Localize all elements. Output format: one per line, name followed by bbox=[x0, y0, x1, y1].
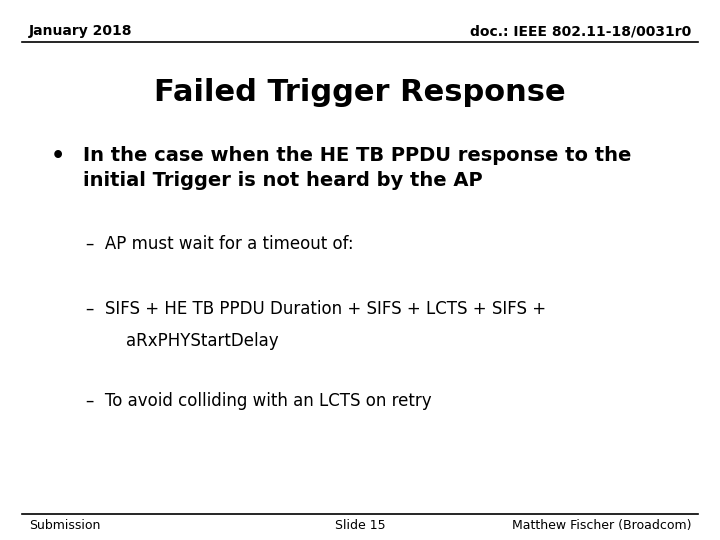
Text: Failed Trigger Response: Failed Trigger Response bbox=[154, 78, 566, 107]
Text: aRxPHYStartDelay: aRxPHYStartDelay bbox=[126, 332, 279, 350]
Text: In the case when the HE TB PPDU response to the
initial Trigger is not heard by : In the case when the HE TB PPDU response… bbox=[83, 146, 631, 190]
Text: Slide 15: Slide 15 bbox=[335, 519, 385, 532]
Text: Matthew Fischer (Broadcom): Matthew Fischer (Broadcom) bbox=[512, 519, 691, 532]
Text: January 2018: January 2018 bbox=[29, 24, 132, 38]
Text: •: • bbox=[50, 146, 65, 166]
Text: Submission: Submission bbox=[29, 519, 100, 532]
Text: –  AP must wait for a timeout of:: – AP must wait for a timeout of: bbox=[86, 235, 354, 253]
Text: –  To avoid colliding with an LCTS on retry: – To avoid colliding with an LCTS on ret… bbox=[86, 392, 432, 409]
Text: doc.: IEEE 802.11-18/0031r0: doc.: IEEE 802.11-18/0031r0 bbox=[470, 24, 691, 38]
Text: –  SIFS + HE TB PPDU Duration + SIFS + LCTS + SIFS +: – SIFS + HE TB PPDU Duration + SIFS + LC… bbox=[86, 300, 546, 318]
